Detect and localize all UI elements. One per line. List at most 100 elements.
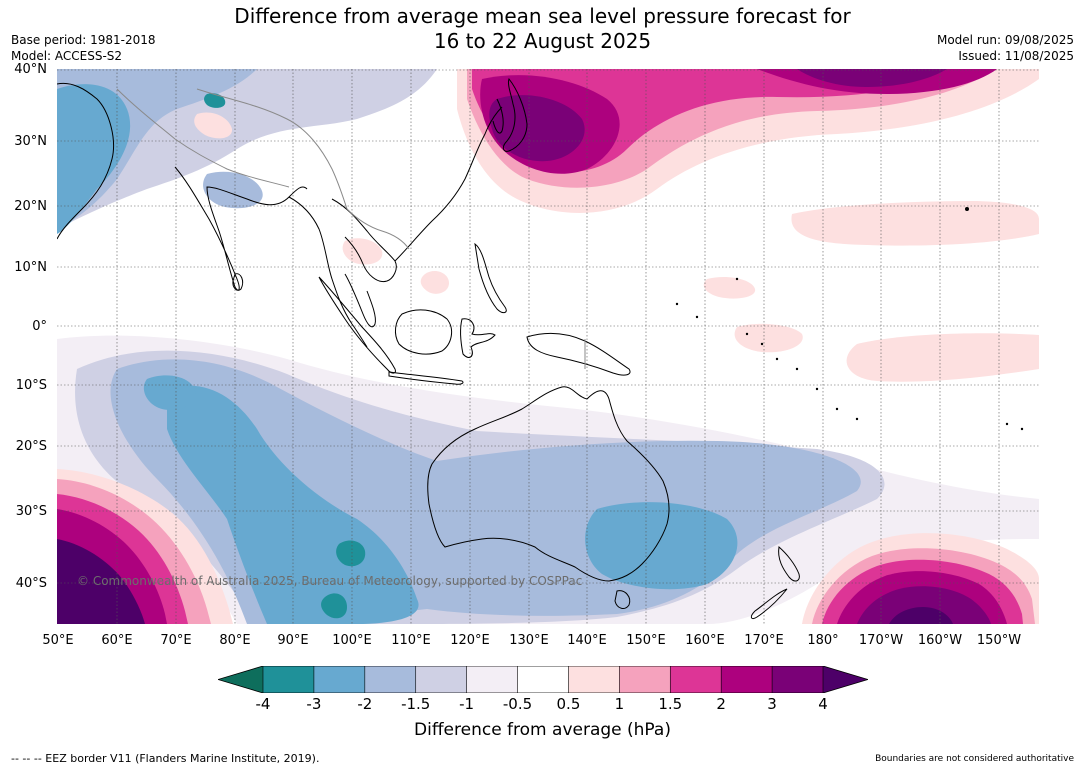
lon-label-160e: 160°E: [685, 633, 725, 648]
australia-low-core: [585, 502, 738, 590]
island: [1005, 422, 1009, 426]
india-low-spot: [203, 171, 263, 209]
india-coast: [174, 166, 308, 291]
deep-low-spot-1: [336, 540, 366, 567]
island: [855, 417, 859, 421]
eez-border-note: -- -- -- EEZ border V11 (Flanders Marine…: [11, 752, 320, 765]
colorbar-cell: [772, 666, 824, 693]
island: [745, 332, 749, 336]
lat-label-40n: 40°N: [14, 62, 47, 77]
korea-coast: [492, 98, 504, 134]
island: [760, 342, 764, 346]
island: [815, 387, 819, 391]
colorbar-cell: [721, 666, 773, 693]
positive-anomaly-layer: [57, 69, 1039, 624]
country-borders: [116, 88, 586, 369]
boundaries-disclaimer: Boundaries are not considered authoritat…: [875, 754, 1074, 764]
sulawesi-coast: [459, 318, 496, 358]
colorbar: [218, 666, 868, 693]
southeast-high-core: [857, 586, 991, 624]
lat-label-10s: 10°S: [15, 378, 47, 393]
border-indochina: [346, 208, 410, 250]
lon-label-130e: 130°E: [509, 633, 549, 648]
colorbar-tick-label: 4: [818, 695, 828, 713]
tibet-high-spot: [194, 112, 233, 139]
border-china-india: [196, 88, 348, 210]
north-pacific-high-east-core: [797, 69, 947, 87]
island: [735, 277, 739, 281]
lat-label-30s: 30°S: [15, 504, 47, 519]
lon-label-120e: 120°E: [450, 633, 490, 648]
issued-date: Issued: 11/08/2025: [958, 49, 1074, 63]
meta-left: Base period: 1981-2018 Model: ACCESS-S2: [11, 32, 156, 64]
australia-coast: [427, 386, 670, 582]
chart-title: Difference from average mean sea level p…: [0, 4, 1085, 54]
sumatra-coast: [318, 276, 396, 374]
island: [1020, 427, 1024, 431]
island: [775, 357, 779, 361]
graticule: [57, 69, 1039, 624]
south-china-sea-high-spot: [420, 270, 449, 294]
border-south-asia: [116, 88, 290, 188]
indian-ocean-low-spot: [143, 375, 196, 411]
islands-dots: [675, 207, 1024, 431]
north-pacific-high-core: [489, 95, 585, 162]
meta-right: Model run: 09/08/2025 Issued: 11/08/2025: [937, 32, 1074, 64]
lon-label-170e: 170°E: [744, 633, 784, 648]
lon-label-50e: 50°E: [42, 633, 74, 648]
colorbar-tick-label: 3: [767, 695, 777, 713]
lat-label-30n: 30°N: [14, 134, 47, 149]
title-line-2: 16 to 22 August 2025: [433, 29, 652, 53]
lon-label-170w: 170°W: [858, 633, 904, 648]
sri-lanka-coast: [232, 273, 244, 291]
colorbar-tick-label: -0.5: [502, 695, 533, 713]
colorbar-cell: [263, 666, 315, 693]
lon-label-180: 180°: [807, 633, 839, 648]
colorbar-tick-label: 1: [614, 695, 625, 713]
lon-label-90e: 90°E: [277, 633, 309, 648]
philippines-coast: [474, 242, 507, 314]
negative-anomaly-layer: [57, 69, 1039, 624]
island: [795, 367, 799, 371]
bay-of-bengal-coast: [288, 196, 368, 348]
colorbar-cell: [364, 666, 417, 693]
colorbar-tick-label: -2: [357, 695, 373, 713]
lat-label-20s: 20°S: [15, 439, 47, 454]
lon-label-150w: 150°W: [976, 633, 1022, 648]
lat-label-40s: 40°S: [15, 576, 47, 591]
copyright-watermark: © Commonwealth of Australia 2025, Bureau…: [77, 574, 583, 588]
arabian-sea-low-core: [57, 84, 131, 235]
colorbar-tick-label: 1.5: [658, 695, 683, 713]
colorbar-tick-label: 2: [716, 695, 726, 713]
lon-label-60e: 60°E: [101, 633, 133, 648]
colorbar-tick-label: -4: [255, 695, 271, 713]
colorbar-cell: [415, 666, 468, 693]
colorbar-cell: [619, 666, 671, 693]
island: [965, 207, 969, 211]
central-pacific-high-band: [791, 201, 1039, 246]
southeast-high-center: [889, 607, 953, 624]
borneo-coast: [394, 309, 453, 355]
colorbar-tick-label: -1: [459, 695, 475, 713]
colorbar-extend-low: [218, 666, 263, 693]
malay-peninsula-coast: [344, 273, 376, 328]
island: [695, 315, 699, 319]
lon-label-100e: 100°E: [332, 633, 372, 648]
java-coast: [388, 371, 464, 385]
lat-label-20n: 20°N: [14, 199, 47, 214]
equatorial-pacific-high: [846, 333, 1039, 382]
coral-sea-high: [734, 323, 803, 353]
tibet-low-spot: [204, 93, 226, 108]
colorbar-tick-label: -3: [306, 695, 322, 713]
colorbar-tick-label: 0.5: [556, 695, 581, 713]
colorbar-extend-high: [823, 666, 868, 693]
lat-label-10n: 10°N: [14, 260, 47, 275]
deep-low-spot-2: [321, 593, 347, 619]
colorbar-cell: [670, 666, 722, 693]
map-svg: [57, 69, 1039, 624]
lon-label-150e: 150°E: [626, 633, 666, 648]
model-run: Model run: 09/08/2025: [936, 33, 1074, 47]
lat-label-0: 0°: [32, 319, 47, 334]
island: [835, 407, 839, 411]
tasmania-coast: [614, 590, 631, 609]
